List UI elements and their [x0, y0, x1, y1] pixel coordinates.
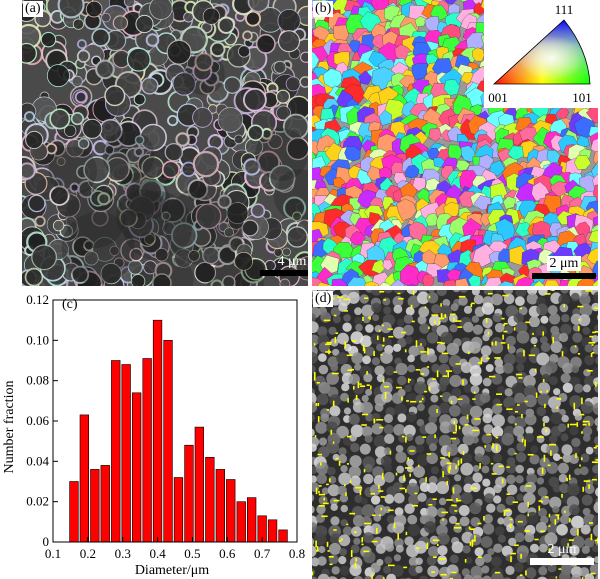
- histogram-bar: [194, 426, 204, 543]
- histogram-bar: [267, 519, 278, 543]
- panel-c-histogram: 0.1 0.2 0.3 0.4 0.5 0.6 0.7 0.8 0 0.02 0.04 0.06 0.0…: [0, 290, 310, 579]
- histogram-bars: [69, 319, 288, 543]
- histogram-bar: [215, 469, 225, 543]
- panel-d-scale-line: [530, 558, 594, 565]
- panel-d-scale-bar: 2 μm: [530, 542, 594, 565]
- panel-a-scale-text: 4 μm: [277, 254, 307, 269]
- histogram-bar: [90, 469, 100, 543]
- panel-a-scale-bar: 4 μm: [260, 254, 308, 276]
- y-tick-label: 0.06: [26, 413, 49, 428]
- ipf-label-111: 111: [555, 2, 574, 17]
- panel-d-grain-image: (d) 2 μm: [312, 290, 598, 579]
- histogram-bar: [100, 465, 110, 543]
- x-tick-label: 0.6: [219, 546, 236, 561]
- histogram-bar: [111, 360, 121, 543]
- grain-boundary-image: [312, 290, 598, 579]
- x-tick-label: 0.7: [254, 546, 271, 561]
- histogram-bar: [278, 529, 288, 543]
- panel-c-label: (c): [62, 297, 78, 312]
- y-tick-label: 0: [43, 534, 50, 549]
- histogram-bar: [236, 501, 246, 543]
- sem-micrograph: [22, 0, 308, 286]
- y-tick-label: 0.12: [26, 292, 49, 307]
- panel-a-sem-image: (a) 4 μm: [22, 0, 308, 286]
- histogram-bar: [132, 392, 142, 543]
- panel-d-label: (d): [313, 291, 334, 307]
- histogram-bar: [173, 477, 184, 543]
- x-tick-label: 0.5: [184, 546, 200, 561]
- panel-b-scale-line: [532, 273, 596, 279]
- histogram-bar: [163, 339, 173, 543]
- y-tick-label: 0.04: [26, 453, 49, 468]
- panel-b-ebsd-map: (b): [312, 0, 598, 286]
- x-tick-label: 0.2: [80, 546, 96, 561]
- ipf-triangle: 111 001 101: [488, 2, 592, 105]
- histogram-bar: [142, 358, 152, 543]
- panel-a-scale-line: [260, 270, 308, 276]
- panel-b-scale-text: 2 μm: [546, 256, 582, 271]
- panel-d-scale-text: 2 μm: [547, 542, 577, 557]
- histogram-bar: [69, 481, 79, 543]
- y-tick-label: 0.02: [26, 494, 49, 509]
- x-tick-label: 0.8: [289, 546, 305, 561]
- histogram-bar: [226, 479, 236, 543]
- x-tick-label: 0.1: [45, 546, 61, 561]
- ipf-label-001: 001: [488, 90, 508, 105]
- histogram-bar: [247, 497, 257, 543]
- histogram-bar: [205, 457, 215, 543]
- histogram-bar: [152, 319, 163, 543]
- ipf-legend: 111 001 101: [484, 0, 598, 108]
- x-tick-label: 0.3: [115, 546, 131, 561]
- y-axis-title: Number fraction: [2, 381, 17, 474]
- x-tick-label: 0.4: [149, 546, 166, 561]
- histogram-axes: 0.1 0.2 0.3 0.4 0.5 0.6 0.7 0.8 0 0.02 0.04 0.06 0.0…: [26, 292, 305, 561]
- x-axis-title: Diameter/μm: [135, 563, 209, 578]
- histogram-bar: [121, 364, 131, 543]
- y-tick-label: 0.08: [26, 373, 49, 388]
- panel-a-label: (a): [23, 1, 43, 17]
- panel-b-label: (b): [313, 1, 334, 17]
- histogram-bar: [79, 414, 89, 543]
- panel-b-scale-bar: 2 μm: [532, 254, 596, 279]
- histogram-bar: [184, 444, 194, 543]
- y-tick-label: 0.10: [26, 332, 49, 347]
- grain-size-histogram: 0.1 0.2 0.3 0.4 0.5 0.6 0.7 0.8 0 0.02 0.04 0.06 0.0…: [2, 292, 305, 578]
- ipf-label-101: 101: [572, 90, 592, 105]
